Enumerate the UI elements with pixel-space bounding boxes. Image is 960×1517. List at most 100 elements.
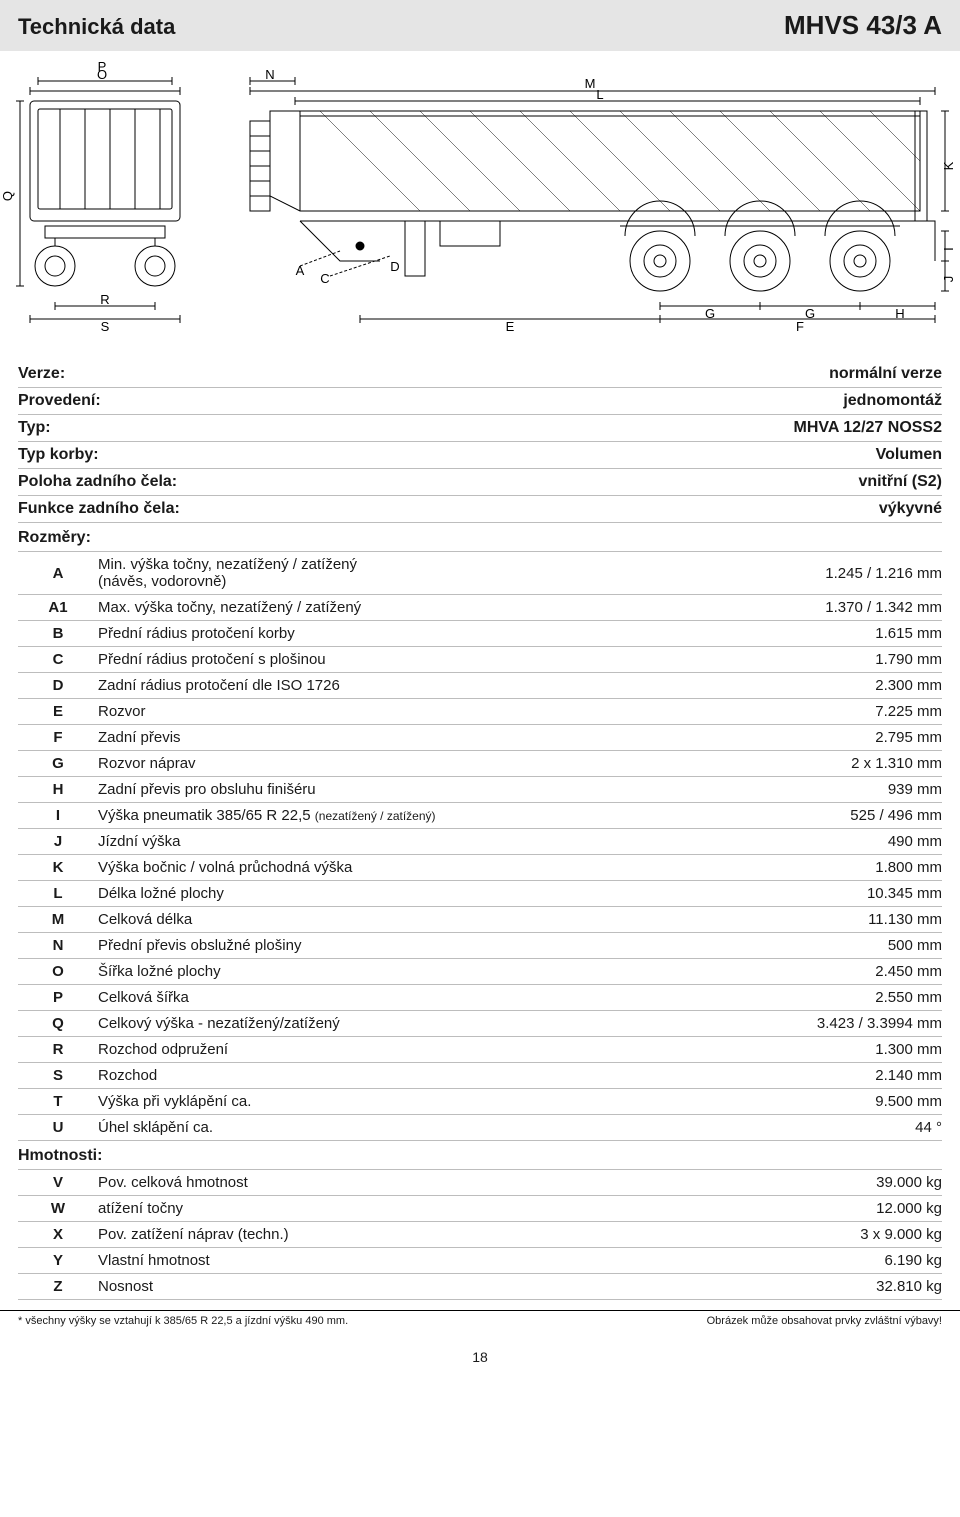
dim-label: G: [805, 306, 815, 321]
meta-value: MHVA 12/27 NOSS2: [794, 419, 943, 437]
dim-desc: Rozvor: [98, 699, 742, 725]
dim-desc: Výška pneumatik 385/65 R 22,5 (nezatížen…: [98, 803, 742, 829]
dim-label: E: [506, 319, 515, 334]
dim-label: L: [596, 87, 603, 102]
dim-label: M: [585, 76, 596, 91]
dim-desc: Zadní převis: [98, 725, 742, 751]
dim-value: 2.140 mm: [742, 1063, 942, 1089]
table-row: Watížení točny12.000 kg: [18, 1196, 942, 1222]
table-row: XPov. zatížení náprav (techn.)3 x 9.000 …: [18, 1222, 942, 1248]
dim-value: 32.810 kg: [742, 1274, 942, 1300]
weights-table: VPov. celková hmotnost39.000 kgWatížení …: [18, 1170, 942, 1300]
dim-desc: Min. výška točny, nezatížený / zatížený(…: [98, 552, 742, 595]
table-row: RRozchod odpružení1.300 mm: [18, 1037, 942, 1063]
dim-code: X: [18, 1222, 98, 1248]
dim-value: 2 x 1.310 mm: [742, 751, 942, 777]
dim-code: Z: [18, 1274, 98, 1300]
dim-value: 1.800 mm: [742, 855, 942, 881]
table-row: GRozvor náprav2 x 1.310 mm: [18, 751, 942, 777]
table-row: TVýška při vyklápění ca.9.500 mm: [18, 1089, 942, 1115]
meta-label: Verze:: [18, 365, 65, 383]
dim-value: 490 mm: [742, 829, 942, 855]
dim-label: S: [101, 319, 110, 334]
meta-label: Provedení:: [18, 392, 101, 410]
meta-value: Volumen: [876, 446, 942, 464]
dim-code: C: [18, 647, 98, 673]
dim-code: J: [18, 829, 98, 855]
dim-value: 7.225 mm: [742, 699, 942, 725]
dim-code: W: [18, 1196, 98, 1222]
dim-label: H: [895, 306, 904, 321]
table-row: FZadní převis2.795 mm: [18, 725, 942, 751]
dim-code: L: [18, 881, 98, 907]
dim-desc: Nosnost: [98, 1274, 742, 1300]
dim-value: 2.795 mm: [742, 725, 942, 751]
dim-desc: Celkový výška - nezatížený/zatížený: [98, 1011, 742, 1037]
dim-label: D: [390, 259, 399, 274]
table-row: SRozchod2.140 mm: [18, 1063, 942, 1089]
dim-label: A: [296, 263, 305, 278]
dim-value: 939 mm: [742, 777, 942, 803]
dim-value: 39.000 kg: [742, 1170, 942, 1196]
table-row: JJízdní výška490 mm: [18, 829, 942, 855]
trailer-diagram-svg: O P Q R S N M L A C D E F G G H K I J: [0, 61, 960, 361]
dim-value: 2.300 mm: [742, 673, 942, 699]
meta-label: Typ:: [18, 419, 51, 437]
meta-value: normální verze: [829, 365, 942, 383]
dim-value: 6.190 kg: [742, 1248, 942, 1274]
meta-label: Poloha zadního čela:: [18, 473, 177, 491]
table-row: ERozvor7.225 mm: [18, 699, 942, 725]
footnote-left: * všechny výšky se vztahují k 385/65 R 2…: [18, 1315, 348, 1327]
footnote: * všechny výšky se vztahují k 385/65 R 2…: [0, 1310, 960, 1337]
meta-row: Verze: normální verze: [18, 361, 942, 388]
table-row: QCelkový výška - nezatížený/zatížený3.42…: [18, 1011, 942, 1037]
footnote-right: Obrázek může obsahovat prvky zvláštní vý…: [707, 1315, 942, 1327]
dim-desc: Vlastní hmotnost: [98, 1248, 742, 1274]
dim-desc: Šířka ložné plochy: [98, 959, 742, 985]
specs-section: Verze: normální verze Provedení: jednomontá…: [0, 361, 960, 1310]
meta-row: Provedení: jednomontáž: [18, 388, 942, 415]
dim-code: M: [18, 907, 98, 933]
dim-desc: Výška při vyklápění ca.: [98, 1089, 742, 1115]
weights-header: Hmotnosti:: [18, 1141, 942, 1170]
dim-desc: Přední převis obslužné plošiny: [98, 933, 742, 959]
meta-label: Typ korby:: [18, 446, 99, 464]
table-row: ZNosnost32.810 kg: [18, 1274, 942, 1300]
table-row: OŠířka ložné plochy2.450 mm: [18, 959, 942, 985]
dim-code: A: [18, 552, 98, 595]
dim-code: A1: [18, 595, 98, 621]
dim-desc: Délka ložné plochy: [98, 881, 742, 907]
dim-desc: Zadní rádius protočení dle ISO 1726: [98, 673, 742, 699]
table-row: VPov. celková hmotnost39.000 kg: [18, 1170, 942, 1196]
technical-diagram: O P Q R S N M L A C D E F G G H K I J: [0, 51, 960, 361]
dim-code: I: [18, 803, 98, 829]
table-row: AMin. výška točny, nezatížený / zatížený…: [18, 552, 942, 595]
dim-desc: Výška bočnic / volná průchodná výška: [98, 855, 742, 881]
dim-value: 11.130 mm: [742, 907, 942, 933]
dim-label: P: [98, 61, 107, 74]
dim-code: U: [18, 1115, 98, 1141]
dim-value: 3 x 9.000 kg: [742, 1222, 942, 1248]
dim-code: N: [18, 933, 98, 959]
dim-value: 9.500 mm: [742, 1089, 942, 1115]
dim-value: 525 / 496 mm: [742, 803, 942, 829]
dim-code: Y: [18, 1248, 98, 1274]
meta-row: Funkce zadního čela:výkyvné: [18, 496, 942, 523]
dim-label: I: [941, 247, 956, 251]
dim-code: S: [18, 1063, 98, 1089]
dim-code: E: [18, 699, 98, 725]
dim-code: F: [18, 725, 98, 751]
meta-value: jednomontáž: [843, 392, 942, 410]
dim-label: K: [941, 161, 956, 170]
table-row: IVýška pneumatik 385/65 R 22,5 (nezatíže…: [18, 803, 942, 829]
dim-value: 1.300 mm: [742, 1037, 942, 1063]
dim-value: 1.790 mm: [742, 647, 942, 673]
meta-row: Typ korby: Volumen: [18, 442, 942, 469]
table-row: YVlastní hmotnost6.190 kg: [18, 1248, 942, 1274]
dim-desc: Zadní převis pro obsluhu finišéru: [98, 777, 742, 803]
dim-value: 3.423 / 3.3994 mm: [742, 1011, 942, 1037]
meta-row: Poloha zadního čela:vnitřní (S2): [18, 469, 942, 496]
dim-value: 2.450 mm: [742, 959, 942, 985]
dim-desc: Rozchod odpružení: [98, 1037, 742, 1063]
dim-code: V: [18, 1170, 98, 1196]
